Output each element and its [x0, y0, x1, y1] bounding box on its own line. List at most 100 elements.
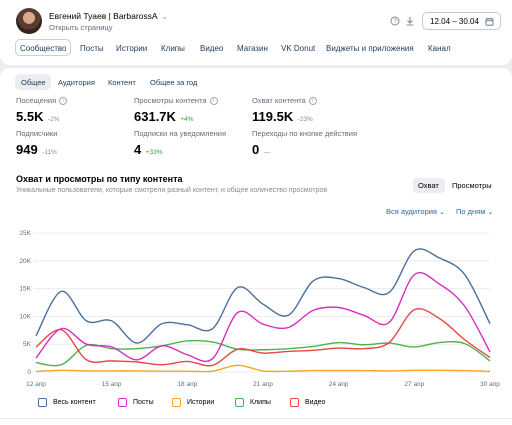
tab-stories[interactable]: Истории — [116, 44, 148, 53]
active-subtab-indicator — [15, 74, 51, 90]
metric-label: Переходы по кнопке действия — [252, 129, 358, 138]
metric-change: -2% — [47, 116, 60, 124]
legend-item[interactable]: Клипы — [235, 398, 271, 407]
metric-label: Просмотры контента — [134, 96, 207, 105]
metric-value: 949 — [16, 142, 38, 157]
metric-content-views: Просмотры контента i 631.7K +4% — [134, 96, 218, 126]
toggle-active-indicator — [413, 178, 445, 193]
series-line — [35, 308, 491, 367]
legend-label: Клипы — [250, 399, 271, 406]
help-icon[interactable]: ? — [390, 16, 400, 26]
legend-label: Весь контент — [53, 399, 96, 406]
chevron-down-icon[interactable]: ⌄ — [161, 14, 168, 21]
legend-checkbox[interactable] — [172, 398, 181, 407]
metric-label: Подписки на уведомления — [134, 129, 227, 138]
tab-channel[interactable]: Канал — [428, 44, 451, 53]
x-tick-label: 24 апр — [329, 381, 349, 388]
subtab-content[interactable]: Контент — [108, 78, 136, 87]
legend-label: Видео — [305, 399, 326, 406]
legend-item[interactable]: Весь контент — [38, 398, 96, 407]
x-tick-label: 15 апр — [102, 381, 122, 388]
header-card: Евгений Туаев | BarbarossA ⌄ Открыть стра… — [0, 0, 512, 65]
period-dropdown-label: По дням — [456, 207, 486, 216]
metric-value: 0 — [252, 142, 260, 157]
subtab-year[interactable]: Общее за год — [150, 78, 198, 87]
legend-checkbox[interactable] — [290, 398, 299, 407]
metric-action-button-clicks: Переходы по кнопке действия 0 — — [252, 129, 357, 159]
stats-card: Общее Аудитория Контент Общее за год Пос… — [0, 68, 512, 425]
toggle-reach[interactable]: Охват — [418, 181, 439, 190]
avatar[interactable] — [16, 8, 42, 34]
chevron-down-icon: ⌄ — [439, 209, 445, 216]
content-chart: 0 5K 10K 15K 20K 25K 12 апр 15 апр 18 апр 21 апр 2… — [19, 230, 500, 388]
x-tick-label: 18 апр — [177, 381, 197, 388]
series-line — [35, 339, 491, 367]
legend-checkbox[interactable] — [235, 398, 244, 407]
x-tick-label: 12 апр — [26, 381, 46, 388]
tab-community[interactable]: Сообщество — [20, 44, 67, 53]
audience-dropdown[interactable]: Вся аудитория ⌄ — [386, 207, 445, 216]
y-tick-label: 0 — [27, 369, 31, 376]
legend-checkbox[interactable] — [118, 398, 127, 407]
y-tick-label: 20K — [19, 258, 31, 265]
metric-value: 631.7K — [134, 109, 176, 125]
y-tick-label: 25K — [19, 230, 31, 237]
reach-views-toggle: Охват Просмотры — [410, 176, 497, 195]
y-tick-label: 15K — [19, 286, 31, 293]
info-icon[interactable]: i — [59, 97, 68, 106]
legend-label: Посты — [133, 399, 154, 406]
metric-subscribers: Подписчики 949 -11% — [16, 129, 57, 159]
x-tick-label: 27 апр — [404, 381, 424, 388]
y-tick-label: 5K — [23, 341, 32, 348]
metric-label: Охват контента — [252, 96, 306, 105]
metric-value: 4 — [134, 142, 142, 157]
audience-dropdown-label: Вся аудитория — [386, 207, 437, 216]
metric-content-reach: Охват контента i 119.5K -23% — [252, 96, 317, 126]
download-icon[interactable] — [405, 16, 415, 26]
x-tick-label: 30 апр — [480, 381, 500, 388]
metric-label: Подписчики — [16, 129, 58, 138]
svg-text:?: ? — [393, 19, 397, 25]
legend-label: Истории — [187, 399, 215, 406]
x-tick-label: 21 апр — [253, 381, 273, 388]
tab-shop[interactable]: Магазин — [237, 44, 268, 53]
metric-notification-subs: Подписки на уведомления 4 +33% — [134, 129, 226, 159]
info-icon[interactable]: i — [308, 97, 317, 106]
active-tab-indicator — [15, 39, 71, 56]
metric-change: +4% — [180, 116, 194, 124]
community-name[interactable]: Евгений Туаев | BarbarossA ⌄ — [49, 11, 168, 21]
legend-checkbox[interactable] — [38, 398, 47, 407]
divider — [0, 418, 512, 419]
subtab-general[interactable]: Общее — [21, 78, 46, 87]
chevron-down-icon: ⌄ — [487, 209, 494, 216]
tab-widgets[interactable]: Виджеты и приложения — [326, 44, 414, 53]
metric-change: — — [263, 149, 271, 156]
toggle-views[interactable]: Просмотры — [452, 181, 492, 190]
metric-value: 5.5K — [16, 109, 44, 125]
period-dropdown[interactable]: По дням ⌄ — [456, 207, 493, 216]
date-range-value: 12.04 – 30.04 — [430, 17, 479, 26]
info-icon[interactable]: i — [209, 97, 218, 106]
series-line — [35, 272, 491, 363]
y-tick-label: 10K — [19, 313, 31, 320]
tab-vk-donut[interactable]: VK Donut — [281, 44, 316, 53]
series-line — [35, 248, 491, 344]
tab-video[interactable]: Видео — [200, 44, 224, 53]
section-title: Охват и просмотры по типу контента — [16, 174, 183, 184]
calendar-icon — [485, 17, 494, 26]
legend-item[interactable]: Видео — [290, 398, 325, 407]
legend-item[interactable]: Посты — [118, 398, 154, 407]
tab-clips[interactable]: Клипы — [161, 44, 185, 53]
date-range-picker[interactable]: 12.04 – 30.04 — [422, 12, 501, 30]
legend-item[interactable]: Истории — [172, 398, 214, 407]
tab-posts[interactable]: Посты — [80, 44, 104, 53]
metric-visits: Посещения i 5.5K -2% — [16, 96, 68, 126]
metric-value: 119.5K — [252, 109, 294, 125]
metric-label: Посещения — [16, 96, 57, 105]
section-subtitle: Уникальные пользователи, которые смотрел… — [16, 187, 328, 194]
open-page-link[interactable]: Открыть страницу — [49, 23, 113, 32]
metric-change: -11% — [42, 149, 57, 156]
metric-change: -23% — [297, 116, 313, 124]
subtab-audience[interactable]: Аудитория — [58, 78, 95, 87]
series-line — [35, 364, 491, 373]
